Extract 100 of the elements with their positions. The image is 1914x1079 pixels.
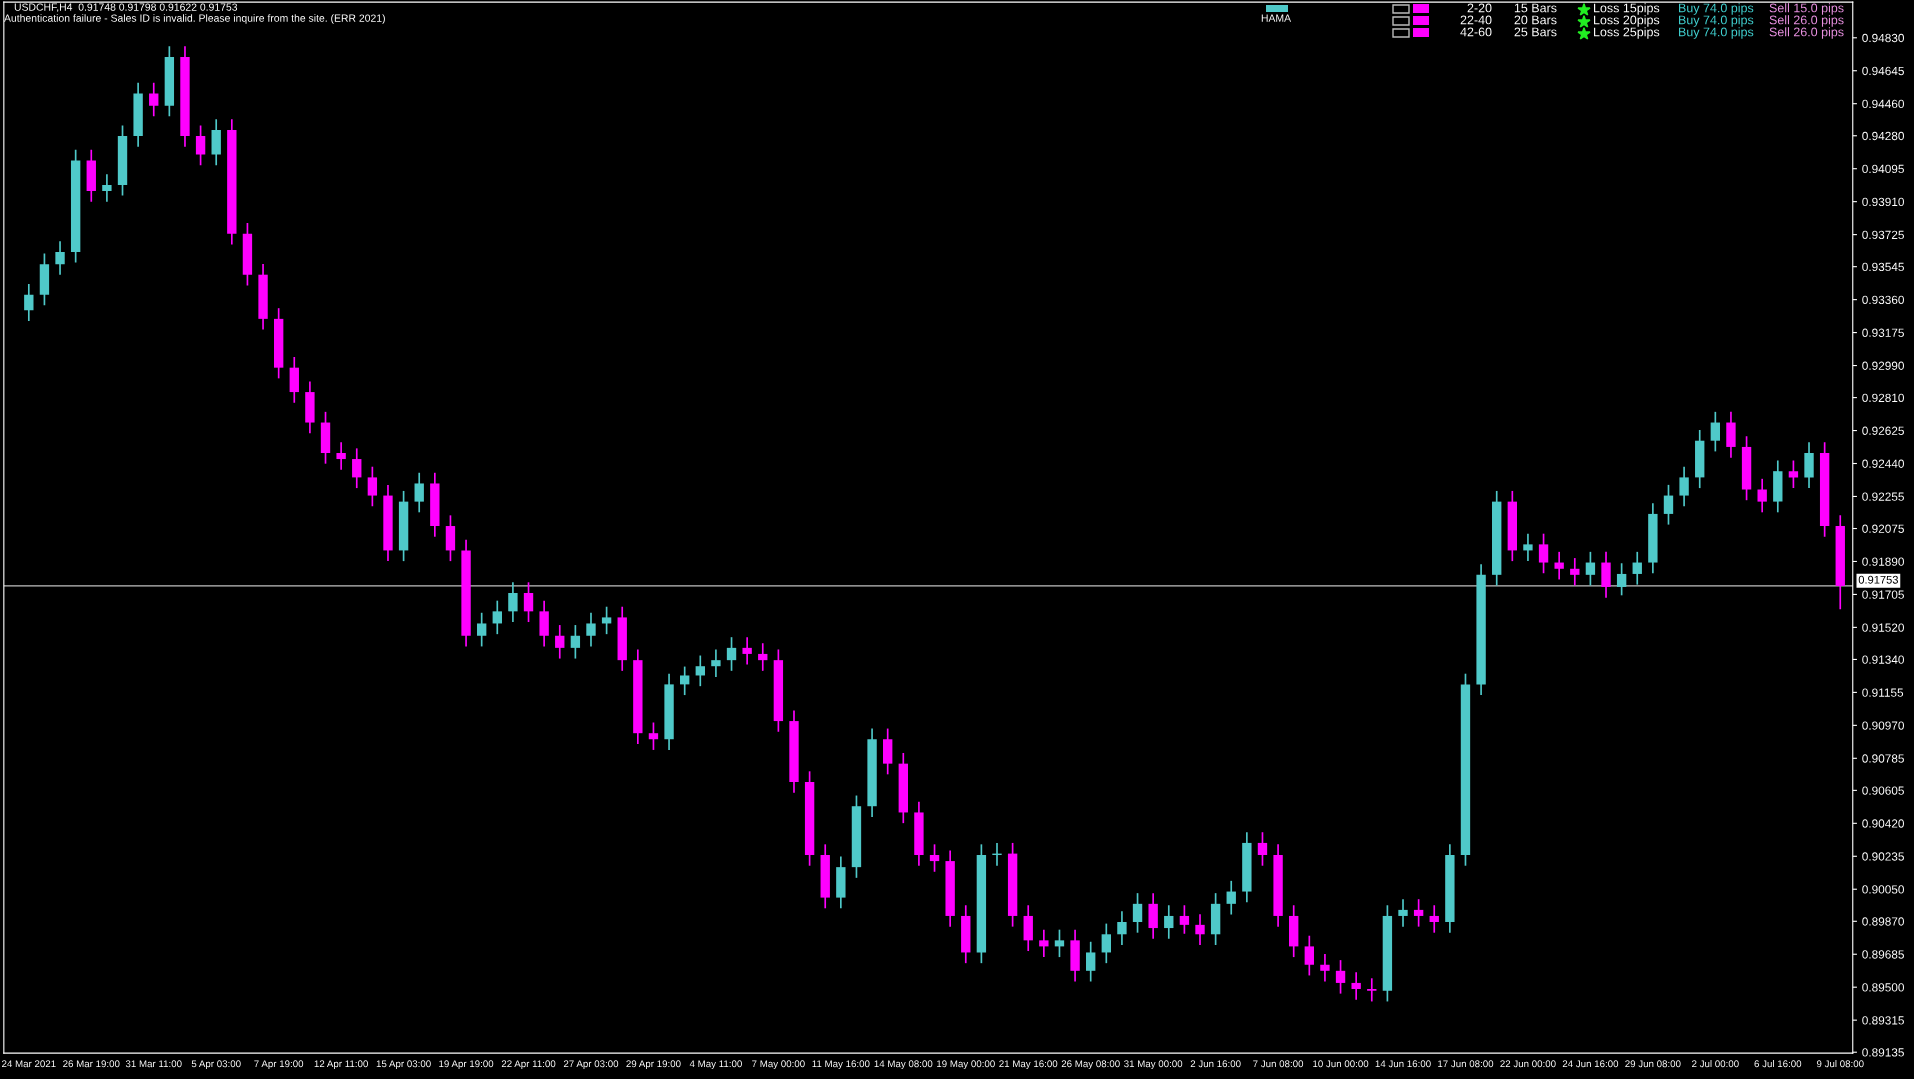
candlestick <box>1679 465 1689 508</box>
x-tick-label: 10 Jun 00:00 <box>1313 1060 1369 1068</box>
candlestick <box>1086 940 1096 983</box>
x-tick-label: 5 Apr 03:00 <box>191 1060 241 1070</box>
y-tick-label: 0.94645 <box>1862 66 1904 76</box>
y-tick-label: 0.90235 <box>1862 852 1904 861</box>
candlestick <box>1757 477 1767 514</box>
candlestick <box>929 843 940 873</box>
y-tick-label: 0.90420 <box>1862 819 1904 828</box>
x-tick-label: 24 Jun 16:00 <box>1562 1060 1619 1068</box>
x-tick-label: 29 Jun 08:00 <box>1625 1060 1681 1068</box>
y-tick-label: 0.89685 <box>1862 950 1904 959</box>
y-tick-label: 0.90970 <box>1862 721 1904 730</box>
y-tick-label: 0.89870 <box>1862 917 1904 926</box>
x-tick-label: 26 Mar 19:00 <box>63 1060 120 1068</box>
x-tick-label: 26 May 08:00 <box>1061 1060 1120 1070</box>
y-tick-label: 0.94280 <box>1862 131 1904 141</box>
candlestick <box>492 599 502 635</box>
y-tick-label: 0.91155 <box>1862 688 1904 697</box>
candlestick <box>508 581 518 623</box>
x-tick-label: 7 Apr 19:00 <box>254 1060 304 1070</box>
annotation: Sell 26.0 pips <box>1769 27 1844 39</box>
x-tick-label: 2 Jul 00:00 <box>1692 1060 1739 1068</box>
candlestick <box>1054 928 1065 958</box>
annotation: 22-40 <box>1460 15 1492 25</box>
candlestick <box>1367 977 1377 1003</box>
candlestick <box>742 636 752 666</box>
candlestick <box>1117 910 1127 946</box>
annotation: Buy 74.0 pips <box>1679 3 1754 15</box>
x-tick-label: 14 Jun 16:00 <box>1375 1060 1431 1068</box>
candlestick <box>586 611 596 648</box>
y-tick-label: 0.94095 <box>1862 164 1904 174</box>
candlestick <box>680 665 690 696</box>
x-tick-label: 4 May 11:00 <box>689 1060 742 1070</box>
y-tick-label: 0.94460 <box>1862 99 1904 109</box>
candlestick <box>601 605 612 635</box>
candlestick <box>24 283 34 322</box>
y-tick-label: 0.92810 <box>1862 393 1904 402</box>
candlestick <box>1351 971 1361 1001</box>
candlestick <box>1304 934 1314 977</box>
candlestick <box>1320 953 1330 983</box>
candlestick <box>758 642 768 672</box>
annotation: Loss 15pips <box>1594 3 1660 15</box>
y-tick-label: 0.89135 <box>1862 1048 1904 1057</box>
candlestick <box>352 447 362 489</box>
candlestick <box>726 636 737 672</box>
y-tick-label: 0.92625 <box>1862 426 1904 435</box>
x-tick-label: 12 Apr 11:00 <box>314 1060 368 1070</box>
annotation: Buy 74.0 pips <box>1679 15 1754 27</box>
x-tick-label: 31 May 00:00 <box>1124 1060 1183 1070</box>
y-tick-label: 0.89500 <box>1862 983 1904 992</box>
candlestick <box>1554 551 1564 581</box>
candlestick <box>1788 459 1799 489</box>
y-tick-label: 0.92990 <box>1862 361 1904 370</box>
x-tick-label: 21 May 16:00 <box>999 1060 1058 1070</box>
x-tick-label: 17 Jun 08:00 <box>1438 1060 1494 1068</box>
x-tick-label: 6 Jul 16:00 <box>1754 1060 1802 1068</box>
y-tick-label: 0.92440 <box>1862 459 1904 468</box>
candlestick <box>149 82 159 118</box>
x-tick-label: 24 Mar 2021 <box>2 1060 56 1068</box>
chart-title: USDCHF,H4 0.91748 0.91798 0.91622 0.91753 <box>14 3 238 13</box>
annotation: 25 Bars <box>1514 27 1557 37</box>
candlestick <box>195 124 206 166</box>
candlestick <box>367 465 378 508</box>
y-tick-label: 0.92255 <box>1862 492 1904 501</box>
x-tick-label: 22 Apr 11:00 <box>501 1060 556 1070</box>
y-tick-label: 0.92075 <box>1862 524 1904 533</box>
candlestick <box>1429 904 1439 934</box>
candlestick <box>1585 551 1596 587</box>
candlestick <box>711 648 721 678</box>
candlestick <box>1413 898 1424 928</box>
y-tick-label: 0.91705 <box>1862 590 1904 599</box>
x-tick-label: 29 Apr 19:00 <box>626 1060 681 1070</box>
candlestick <box>1179 904 1190 935</box>
candlestick <box>1538 532 1549 575</box>
candlestick <box>1039 928 1049 958</box>
y-tick-label: 0.93545 <box>1862 262 1904 272</box>
annotation: Loss 20pips <box>1594 15 1660 27</box>
y-tick-label: 0.93910 <box>1862 197 1904 207</box>
y-tick-label: 0.91890 <box>1862 557 1904 566</box>
annotation: 2-20 <box>1467 3 1492 13</box>
y-tick-label: 0.93725 <box>1862 230 1904 240</box>
y-tick-label: 0.93175 <box>1862 328 1904 337</box>
x-tick-label: 19 Apr 19:00 <box>439 1060 494 1070</box>
y-tick-label: 0.90050 <box>1862 885 1904 894</box>
candlestick <box>55 240 65 276</box>
candlestick <box>570 624 581 660</box>
candlestick <box>695 654 705 687</box>
candlestick <box>1632 551 1642 586</box>
candlestick <box>476 611 487 648</box>
y-tick-label: 0.93360 <box>1862 295 1904 305</box>
ref-line-label: 0.91753 <box>1858 575 1898 584</box>
candlestick <box>1710 411 1721 453</box>
y-tick-label: 0.90605 <box>1862 786 1904 795</box>
candlestick <box>102 173 112 203</box>
y-tick-label: 0.90785 <box>1862 754 1904 763</box>
x-tick-label: 2 Jun 16:00 <box>1190 1060 1241 1068</box>
annotation: 15 Bars <box>1514 3 1557 13</box>
annotation: Buy 74.0 pips <box>1679 27 1754 39</box>
candlestick <box>555 624 565 660</box>
